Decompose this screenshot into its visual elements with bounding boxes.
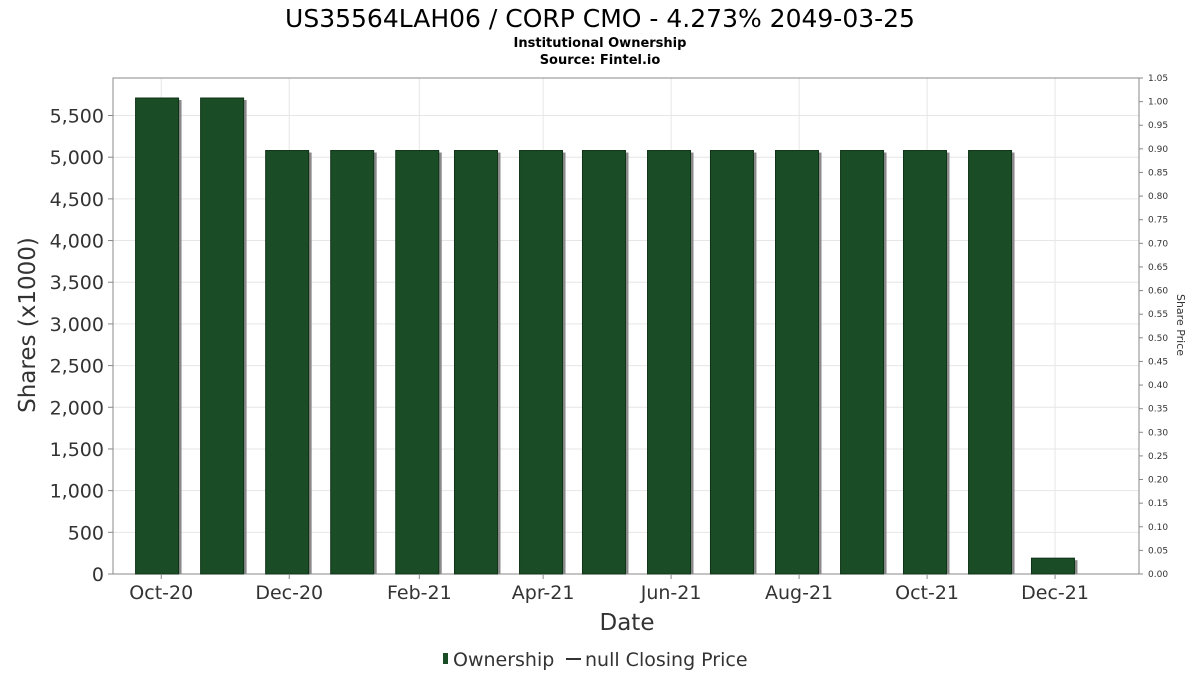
y2-tick-label: 0.65 [1148,263,1168,273]
x-tick-label: Dec-20 [255,582,323,604]
y2-tick-label: 0.70 [1148,239,1168,249]
y2-tick-label: 0.60 [1148,287,1168,297]
x-tick-label: Feb-21 [387,582,452,604]
x-axis-ticks: Oct-20 Dec-20 Feb-21 Apr-21 Jun-21 Aug-21 Oct-… [129,574,1089,604]
y-tick-label: 2,000 [50,397,104,419]
chart-source: Source: Fintel.io [540,53,661,68]
x-tick-label: Oct-20 [129,582,193,604]
y-tick-label: 1,500 [50,439,104,461]
y-tick-label: 3,000 [50,314,104,336]
y2-tick-label: 0.00 [1148,570,1168,580]
chart-subtitle: Institutional Ownership [514,36,687,51]
y-tick-label: 5,500 [50,106,104,128]
y2-tick-label: 0.10 [1148,523,1168,533]
x-axis-label: Date [600,610,655,636]
ownership-bar [453,150,498,575]
y2-tick-label: 0.85 [1148,168,1168,178]
legend-ownership-swatch [443,653,448,664]
y-axis-label: Shares (x1000) [15,237,41,413]
y2-tick-label: 0.05 [1148,546,1168,556]
x-tick-label: Dec-21 [1021,582,1089,604]
ownership-bar [647,150,692,575]
y2-tick-label: 0.20 [1148,476,1168,486]
y-tick-label: 500 [68,522,104,544]
ownership-bar [581,150,626,575]
ownership-bar [519,150,564,575]
y-tick-label: 2,500 [50,356,104,378]
y2-tick-label: 0.30 [1148,428,1168,438]
y2-tick-label: 0.75 [1148,216,1168,226]
ownership-bars [135,97,1078,575]
ownership-bar [265,150,310,575]
ownership-bar [840,150,885,575]
y2-tick-label: 0.50 [1148,334,1168,344]
ownership-bar [200,97,245,575]
y2-tick-label: 0.15 [1148,499,1168,509]
y2-tick-label: 1.05 [1148,74,1168,84]
y2-tick-label: 0.95 [1148,121,1168,131]
ownership-bar [775,150,819,575]
y-tick-label: 1,000 [50,481,104,503]
legend: Ownership null Closing Price [443,649,748,671]
y2-tick-label: 0.25 [1148,452,1168,462]
x-tick-label: Jun-21 [640,582,702,604]
y-axis-ticks: 0 500 1,000 1,500 2,000 2,500 3,000 3,500 4,000 4… [50,106,113,586]
y-tick-label: 4,500 [50,189,104,211]
ownership-bar [395,150,440,575]
ownership-bar [902,150,947,575]
y-tick-label: 3,500 [50,272,104,294]
y2-tick-label: 0.90 [1148,145,1168,155]
y-tick-label: 4,000 [50,231,104,253]
legend-price-label: null Closing Price [585,649,748,671]
y-tick-label: 5,000 [50,147,104,169]
y2-tick-label: 0.40 [1148,381,1168,391]
ownership-bar [968,150,1013,575]
ownership-bar [709,150,754,575]
y2-tick-label: 0.35 [1148,405,1168,415]
y-tick-label: 0 [92,564,104,586]
x-tick-label: Apr-21 [512,582,575,604]
ownership-bar [1030,557,1075,575]
y2-tick-label: 0.80 [1148,192,1168,202]
x-tick-label: Oct-21 [895,582,959,604]
ownership-bar [330,150,375,575]
y2-tick-label: 1.00 [1148,98,1168,108]
ownership-bar [135,97,180,575]
y2-axis-label: Share Price [1174,294,1187,356]
y2-axis-ticks: 0.00 0.05 0.10 0.15 0.20 0.25 0.30 0.35 0.40 0.45… [1139,74,1168,580]
x-tick-label: Aug-21 [765,582,833,604]
y2-tick-label: 0.45 [1148,357,1168,367]
y2-tick-label: 0.55 [1148,310,1168,320]
legend-ownership-label: Ownership [453,649,554,671]
chart-title: US35564LAH06 / CORP CMO - 4.273% 2049-03… [285,4,915,33]
